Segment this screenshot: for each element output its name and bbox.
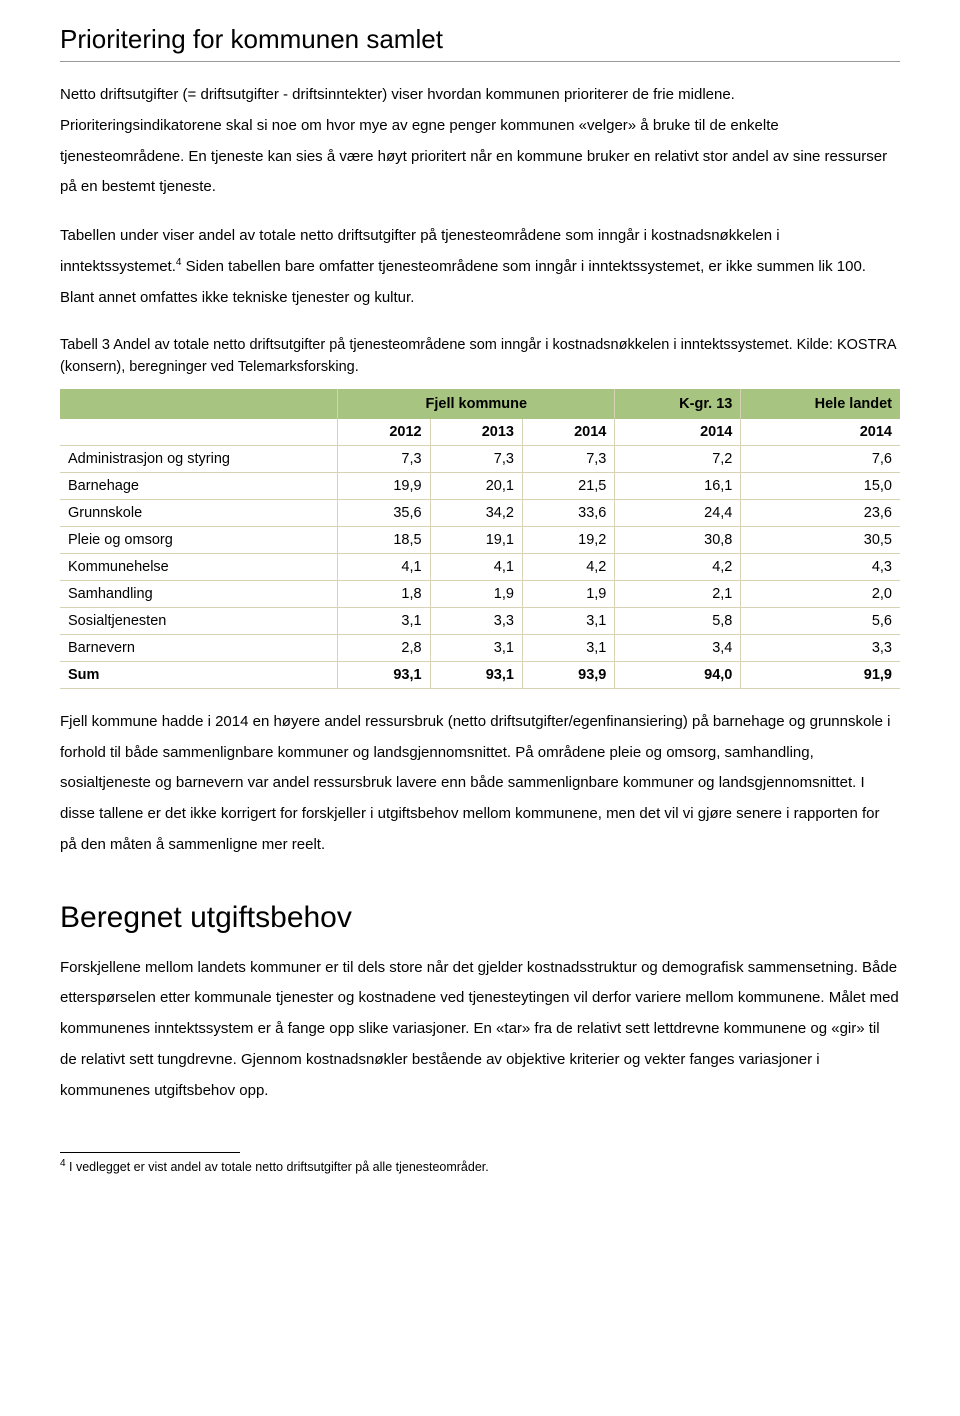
table-cell: 3,3	[740, 635, 900, 662]
table-caption: Tabell 3 Andel av totale netto driftsutg…	[60, 335, 900, 379]
table-sum-cell: 93,9	[522, 662, 614, 689]
table-cell: 5,8	[614, 608, 740, 635]
paragraph-1: Netto driftsutgifter (= driftsutgifter -…	[60, 80, 900, 203]
table-header-year	[60, 419, 337, 446]
table-cell: 2,1	[614, 581, 740, 608]
paragraph-4: Forskjellene mellom landets kommuner er …	[60, 953, 900, 1107]
table-cell: 2,8	[337, 635, 429, 662]
table-row-label: Grunnskole	[60, 500, 337, 527]
page: Prioritering for kommunen samlet Netto d…	[0, 0, 960, 1416]
table-cell: 2,0	[740, 581, 900, 608]
table-cell: 5,6	[740, 608, 900, 635]
table-cell: 15,0	[740, 473, 900, 500]
table-header-empty	[60, 389, 337, 419]
table-cell: 4,3	[740, 554, 900, 581]
table-cell: 3,1	[522, 635, 614, 662]
table-cell: 7,6	[740, 446, 900, 473]
table-cell: 20,1	[430, 473, 522, 500]
table-header-year: 2012	[337, 419, 429, 446]
table-header-year: 2014	[740, 419, 900, 446]
table-cell: 33,6	[522, 500, 614, 527]
table-header-year: 2013	[430, 419, 522, 446]
section-title-beregnet: Beregnet utgiftsbehov	[60, 901, 900, 935]
table-cell: 30,5	[740, 527, 900, 554]
paragraph-2: Tabellen under viser andel av totale net…	[60, 221, 900, 313]
table-row-label: Administrasjon og styring	[60, 446, 337, 473]
table-cell: 1,8	[337, 581, 429, 608]
table-sum-cell: 93,1	[337, 662, 429, 689]
table-cell: 1,9	[430, 581, 522, 608]
table-sum-cell: 91,9	[740, 662, 900, 689]
table-header-year: 2014	[614, 419, 740, 446]
table-cell: 4,1	[430, 554, 522, 581]
table-header-year: 2014	[522, 419, 614, 446]
table-cell: 4,2	[614, 554, 740, 581]
table-cell: 4,1	[337, 554, 429, 581]
table-cell: 34,2	[430, 500, 522, 527]
table-cell: 7,2	[614, 446, 740, 473]
footnote-4: 4 I vedlegget er vist andel av totale ne…	[60, 1157, 900, 1177]
paragraph-2-part-b: Siden tabellen bare omfatter tjenesteomr…	[60, 258, 866, 306]
table-cell: 3,4	[614, 635, 740, 662]
table-cell: 3,3	[430, 608, 522, 635]
table-row-label: Samhandling	[60, 581, 337, 608]
table-sum-label: Sum	[60, 662, 337, 689]
table-row-label: Pleie og omsorg	[60, 527, 337, 554]
table-cell: 3,1	[430, 635, 522, 662]
data-table: Fjell kommuneK-gr. 13Hele landet 20122013…	[60, 389, 900, 689]
table-cell: 16,1	[614, 473, 740, 500]
table-cell: 3,1	[522, 608, 614, 635]
table-row-label: Barnevern	[60, 635, 337, 662]
table-cell: 23,6	[740, 500, 900, 527]
table-row-label: Sosialtjenesten	[60, 608, 337, 635]
table-header-group: Hele landet	[740, 389, 900, 419]
table-cell: 7,3	[337, 446, 429, 473]
table-cell: 30,8	[614, 527, 740, 554]
table-cell: 35,6	[337, 500, 429, 527]
table-cell: 18,5	[337, 527, 429, 554]
table-cell: 7,3	[522, 446, 614, 473]
table-cell: 19,2	[522, 527, 614, 554]
table-cell: 21,5	[522, 473, 614, 500]
table-sum-cell: 93,1	[430, 662, 522, 689]
table-cell: 1,9	[522, 581, 614, 608]
paragraph-3: Fjell kommune hadde i 2014 en høyere and…	[60, 707, 900, 861]
footnote-separator	[60, 1152, 240, 1153]
section-title-prioritering: Prioritering for kommunen samlet	[60, 24, 900, 62]
table-row-label: Kommunehelse	[60, 554, 337, 581]
table-cell: 24,4	[614, 500, 740, 527]
footnote-text: I vedlegget er vist andel av totale nett…	[66, 1160, 489, 1174]
table-cell: 7,3	[430, 446, 522, 473]
table-sum-cell: 94,0	[614, 662, 740, 689]
table-header-group: K-gr. 13	[614, 389, 740, 419]
table-cell: 4,2	[522, 554, 614, 581]
table-header-group: Fjell kommune	[337, 389, 614, 419]
table-cell: 19,1	[430, 527, 522, 554]
table-row-label: Barnehage	[60, 473, 337, 500]
table-cell: 3,1	[337, 608, 429, 635]
table-cell: 19,9	[337, 473, 429, 500]
